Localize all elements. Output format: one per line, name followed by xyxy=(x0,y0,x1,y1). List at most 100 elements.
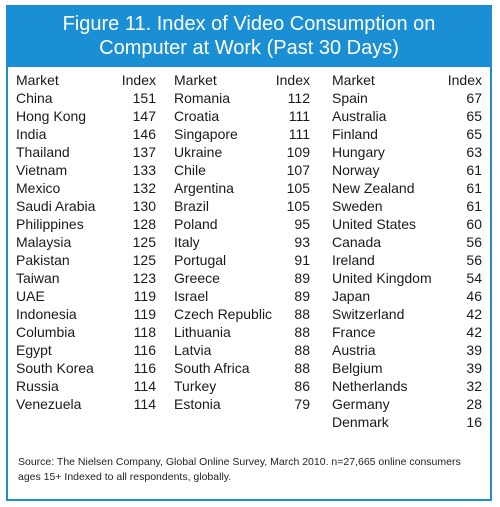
index-value: 42 xyxy=(466,306,482,322)
market-name: Czech Republic xyxy=(174,306,273,322)
index-value: 28 xyxy=(466,396,482,412)
figure-title-line-1: Figure 11. Index of Video Consumption on xyxy=(62,13,436,35)
column-header-row: Market Index xyxy=(174,71,310,89)
column-header-market: Market xyxy=(332,72,375,88)
index-value: 86 xyxy=(294,378,310,394)
market-name: Italy xyxy=(174,234,200,250)
index-value: 119 xyxy=(133,288,156,304)
market-name: Greece xyxy=(174,270,220,286)
table-row: Estonia 79 xyxy=(174,395,310,413)
table-row: Indonesia 119 xyxy=(16,305,156,323)
table-row: Taiwan 123 xyxy=(16,269,156,287)
market-name: Hungary xyxy=(332,144,385,160)
market-name: Finland xyxy=(332,126,378,142)
index-value: 116 xyxy=(133,360,156,376)
market-name: Thailand xyxy=(16,144,70,160)
figure-header: Figure 11. Index of Video Consumption on… xyxy=(8,7,490,67)
market-name: France xyxy=(332,324,376,340)
column-header-row: Market Index xyxy=(332,71,482,89)
market-name: UAE xyxy=(16,288,45,304)
table-row: Ireland 56 xyxy=(332,251,482,269)
market-name: Estonia xyxy=(174,396,221,412)
index-value: 151 xyxy=(132,90,156,106)
market-name: India xyxy=(16,126,47,142)
index-value: 118 xyxy=(133,324,156,340)
market-name: Turkey xyxy=(174,378,217,394)
figure-title-line-2: Computer at Work (Past 30 Days) xyxy=(99,37,399,59)
market-name: Germany xyxy=(332,396,390,412)
market-name: Canada xyxy=(332,234,382,250)
table-row: Mexico 132 xyxy=(16,179,156,197)
table-row: Spain 67 xyxy=(332,89,482,107)
index-value: 116 xyxy=(133,342,156,358)
market-name: Portugal xyxy=(174,252,227,268)
index-value: 88 xyxy=(294,324,310,340)
market-name: United States xyxy=(332,216,417,232)
table-row: New Zealand 61 xyxy=(332,179,482,197)
table-row: Hungary 63 xyxy=(332,143,482,161)
index-value: 39 xyxy=(466,360,482,376)
market-name: China xyxy=(16,90,53,106)
table-row: India 146 xyxy=(16,125,156,143)
index-value: 67 xyxy=(466,90,482,106)
market-name: Israel xyxy=(174,288,209,304)
index-value: 16 xyxy=(466,414,482,430)
index-value: 123 xyxy=(132,270,156,286)
market-name: Venezuela xyxy=(16,396,82,412)
table-row: Netherlands 32 xyxy=(332,377,482,395)
index-value: 132 xyxy=(132,180,156,196)
index-value: 137 xyxy=(132,144,156,160)
index-value: 107 xyxy=(286,162,310,178)
market-name: Spain xyxy=(332,90,368,106)
table-row: Argentina 105 xyxy=(174,179,310,197)
index-value: 79 xyxy=(294,396,310,412)
market-name: Egypt xyxy=(16,342,52,358)
table-row: Switzerland 42 xyxy=(332,305,482,323)
market-name: Chile xyxy=(174,162,206,178)
index-value: 88 xyxy=(294,306,310,322)
market-name: Columbia xyxy=(16,324,76,340)
index-value: 61 xyxy=(466,198,482,214)
table-row: Lithuania 88 xyxy=(174,323,310,341)
table-row: Malaysia 125 xyxy=(16,233,156,251)
index-value: 125 xyxy=(132,234,156,250)
market-name: Romania xyxy=(174,90,231,106)
index-value: 61 xyxy=(466,162,482,178)
index-value: 128 xyxy=(132,216,156,232)
table-row: Austria 39 xyxy=(332,341,482,359)
market-name: Pakistan xyxy=(16,252,70,268)
table-row: Canada 56 xyxy=(332,233,482,251)
column-header-index: Index xyxy=(275,72,310,88)
table-row: Philippines 128 xyxy=(16,215,156,233)
table-row: Poland 95 xyxy=(174,215,310,233)
table-row: Pakistan 125 xyxy=(16,251,156,269)
table-row: Germany 28 xyxy=(332,395,482,413)
market-name: United Kingdom xyxy=(332,270,432,286)
table-row: United States 60 xyxy=(332,215,482,233)
index-value: 147 xyxy=(132,108,156,124)
table-row: France 42 xyxy=(332,323,482,341)
index-value: 130 xyxy=(132,198,156,214)
market-name: Australia xyxy=(332,108,387,124)
table-row: Finland 65 xyxy=(332,125,482,143)
index-value: 109 xyxy=(286,144,310,160)
table-row: Venezuela 114 xyxy=(16,395,156,413)
market-name: Austria xyxy=(332,342,376,358)
market-name: Malaysia xyxy=(16,234,72,250)
market-name: Saudi Arabia xyxy=(16,198,96,214)
index-value: 133 xyxy=(132,162,156,178)
market-name: Sweden xyxy=(332,198,383,214)
figure-frame: Figure 11. Index of Video Consumption on… xyxy=(6,5,492,501)
market-name: South Africa xyxy=(174,360,250,376)
index-value: 88 xyxy=(294,360,310,376)
index-value: 114 xyxy=(133,396,156,412)
index-value: 65 xyxy=(466,126,482,142)
index-value: 89 xyxy=(294,270,310,286)
market-name: Mexico xyxy=(16,180,61,196)
column-header-row: Market Index xyxy=(16,71,156,89)
table-row: Greece 89 xyxy=(174,269,310,287)
table-row: Belgium 39 xyxy=(332,359,482,377)
market-name: Taiwan xyxy=(16,270,60,286)
table-row: South Korea 116 xyxy=(16,359,156,377)
market-name: Norway xyxy=(332,162,380,178)
